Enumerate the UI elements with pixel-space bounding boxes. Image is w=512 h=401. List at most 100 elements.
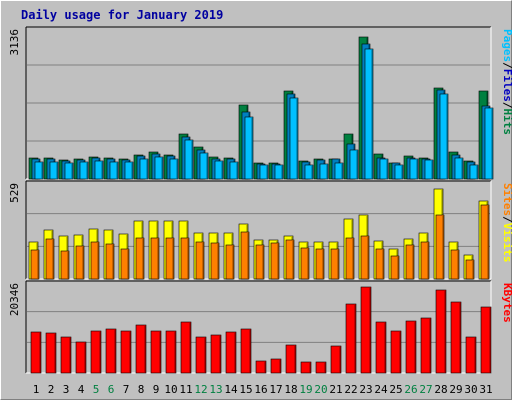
legend-entry: /: [501, 216, 512, 223]
bar-kbytes: [120, 330, 132, 374]
bar-sites: [405, 244, 415, 280]
x-axis-day-label: 8: [138, 383, 145, 396]
bar-pages: [64, 162, 74, 180]
bar-pages: [244, 116, 254, 180]
x-axis-day-label: 9: [153, 383, 160, 396]
bar-kbytes: [75, 341, 87, 374]
x-axis-day-label: 24: [374, 383, 388, 396]
bar-sites: [195, 241, 205, 280]
bar-sites: [165, 237, 175, 280]
bar-pages: [139, 158, 149, 180]
x-axis-day-label: 18: [284, 383, 297, 396]
legend-entry: Sites: [501, 183, 512, 216]
bar-sites: [105, 243, 115, 280]
bar-kbytes: [60, 336, 72, 374]
bar-kbytes: [420, 317, 432, 374]
bar-kbytes: [255, 360, 267, 374]
x-axis-day-label: 27: [419, 383, 432, 396]
x-axis-day-label: 13: [209, 383, 222, 396]
bar-kbytes: [90, 330, 102, 374]
bar-sites: [270, 242, 280, 280]
bar-pages: [469, 164, 479, 180]
bar-sites: [330, 248, 340, 280]
x-axis-day-label: 29: [449, 383, 462, 396]
x-axis-day-label: 17: [269, 383, 282, 396]
bar-sites: [420, 241, 430, 280]
bar-sites: [345, 237, 355, 280]
bar-pages: [319, 163, 329, 180]
bar-kbytes: [30, 331, 42, 374]
x-axis-day-label: 20: [314, 383, 327, 396]
bar-pages: [229, 161, 239, 180]
legend-entry: /: [501, 62, 512, 69]
bar-kbytes: [285, 344, 297, 374]
bar-pages: [184, 139, 194, 180]
panel-legend: KBytes: [501, 283, 512, 323]
panel-legend: Sites/Visits: [501, 183, 512, 263]
bar-sites: [465, 259, 475, 280]
legend-entry: /: [501, 102, 512, 109]
bar-sites: [375, 248, 385, 280]
bar-pages: [259, 164, 269, 180]
bar-sites: [240, 231, 250, 280]
bar-sites: [315, 248, 325, 280]
bar-sites: [255, 244, 265, 280]
x-axis-day-label: 22: [344, 383, 357, 396]
x-axis-day-label: 31: [479, 383, 492, 396]
bar-sites: [180, 237, 190, 280]
bar-pages: [49, 161, 59, 180]
bar-kbytes: [345, 303, 357, 374]
bar-pages: [454, 157, 464, 180]
bar-pages: [409, 158, 419, 180]
x-axis-day-label: 30: [464, 383, 477, 396]
bar-sites: [135, 237, 145, 280]
bar-kbytes: [210, 334, 222, 374]
bar-kbytes: [135, 324, 147, 374]
x-axis-day-label: 23: [359, 383, 372, 396]
bar-pages: [304, 164, 314, 180]
bar-sites: [90, 241, 100, 280]
bar-kbytes: [360, 286, 372, 374]
bar-sites: [120, 248, 130, 280]
legend-entry: Hits: [501, 109, 512, 136]
x-axis-day-label: 26: [404, 383, 417, 396]
x-axis-day-label: 16: [254, 383, 267, 396]
bar-pages: [169, 158, 179, 180]
bar-sites: [30, 249, 40, 280]
x-axis-day-label: 11: [179, 383, 192, 396]
bar-pages: [289, 97, 299, 180]
bar-kbytes: [195, 336, 207, 374]
bar-pages: [79, 161, 89, 180]
bar-pages: [154, 156, 164, 180]
bar-kbytes: [405, 320, 417, 374]
bar-pages: [94, 160, 104, 180]
bar-sites: [450, 249, 460, 280]
x-axis-day-label: 10: [164, 383, 177, 396]
bar-pages: [274, 164, 284, 180]
bar-pages: [109, 161, 119, 180]
bar-sites: [225, 244, 235, 280]
bar-sites: [285, 239, 295, 280]
x-axis-day-label: 5: [93, 383, 100, 396]
bar-kbytes: [150, 330, 162, 374]
bar-sites: [435, 214, 445, 280]
bar-kbytes: [330, 345, 342, 374]
y-axis-max-label: 3136: [8, 29, 21, 56]
bar-kbytes: [300, 361, 312, 374]
y-axis-max-label: 529: [8, 183, 21, 203]
bar-sites: [150, 237, 160, 280]
bar-pages: [214, 160, 224, 180]
bar-sites: [480, 204, 490, 280]
bar-kbytes: [45, 332, 57, 374]
bar-kbytes: [390, 330, 402, 374]
bar-pages: [424, 159, 434, 180]
x-axis-day-label: 21: [329, 383, 342, 396]
x-axis-day-label: 15: [239, 383, 252, 396]
bar-kbytes: [315, 361, 327, 374]
y-axis-max-label: 20346: [8, 283, 21, 316]
x-axis-day-label: 7: [123, 383, 130, 396]
bar-sites: [300, 247, 310, 280]
legend-entry: Pages: [501, 29, 512, 62]
x-axis-day-label: 2: [48, 383, 55, 396]
bar-pages: [199, 152, 209, 180]
